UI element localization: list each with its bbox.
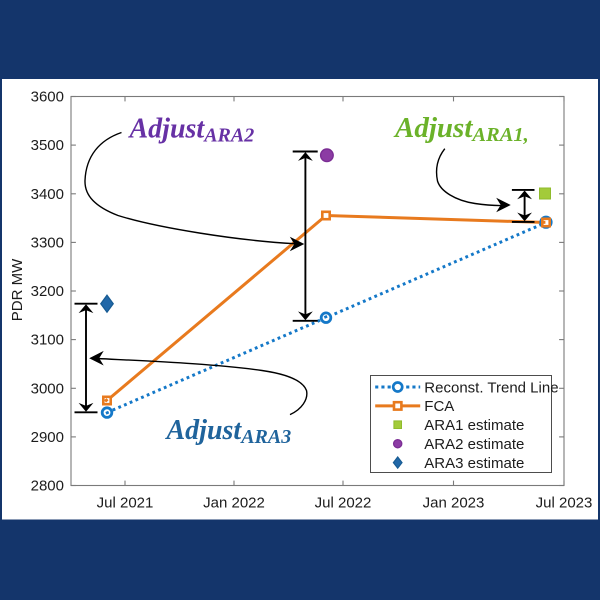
svg-text:Jul 2022: Jul 2022: [315, 495, 372, 512]
svg-text:PDR MW: PDR MW: [9, 258, 26, 321]
svg-text:Jan 2023: Jan 2023: [423, 495, 485, 512]
svg-text:3300: 3300: [31, 234, 64, 251]
svg-text:3100: 3100: [31, 332, 64, 349]
svg-text:ARA2 estimate: ARA2 estimate: [424, 436, 524, 453]
svg-text:3600: 3600: [31, 89, 64, 106]
svg-text:3400: 3400: [31, 186, 64, 203]
svg-text:3000: 3000: [31, 380, 64, 397]
svg-text:ARA1 estimate: ARA1 estimate: [424, 417, 524, 434]
svg-text:Reconst. Trend Line: Reconst. Trend Line: [424, 379, 558, 396]
svg-text:Jul 2021: Jul 2021: [97, 495, 154, 512]
svg-text:2900: 2900: [31, 429, 64, 446]
svg-text:2800: 2800: [31, 478, 64, 495]
svg-text:3200: 3200: [31, 283, 64, 300]
svg-text:Jan 2022: Jan 2022: [203, 495, 265, 512]
svg-text:ARA3 estimate: ARA3 estimate: [424, 455, 524, 472]
svg-text:3500: 3500: [31, 137, 64, 154]
svg-text:FCA: FCA: [424, 398, 454, 415]
svg-text:Jul 2023: Jul 2023: [536, 495, 593, 512]
